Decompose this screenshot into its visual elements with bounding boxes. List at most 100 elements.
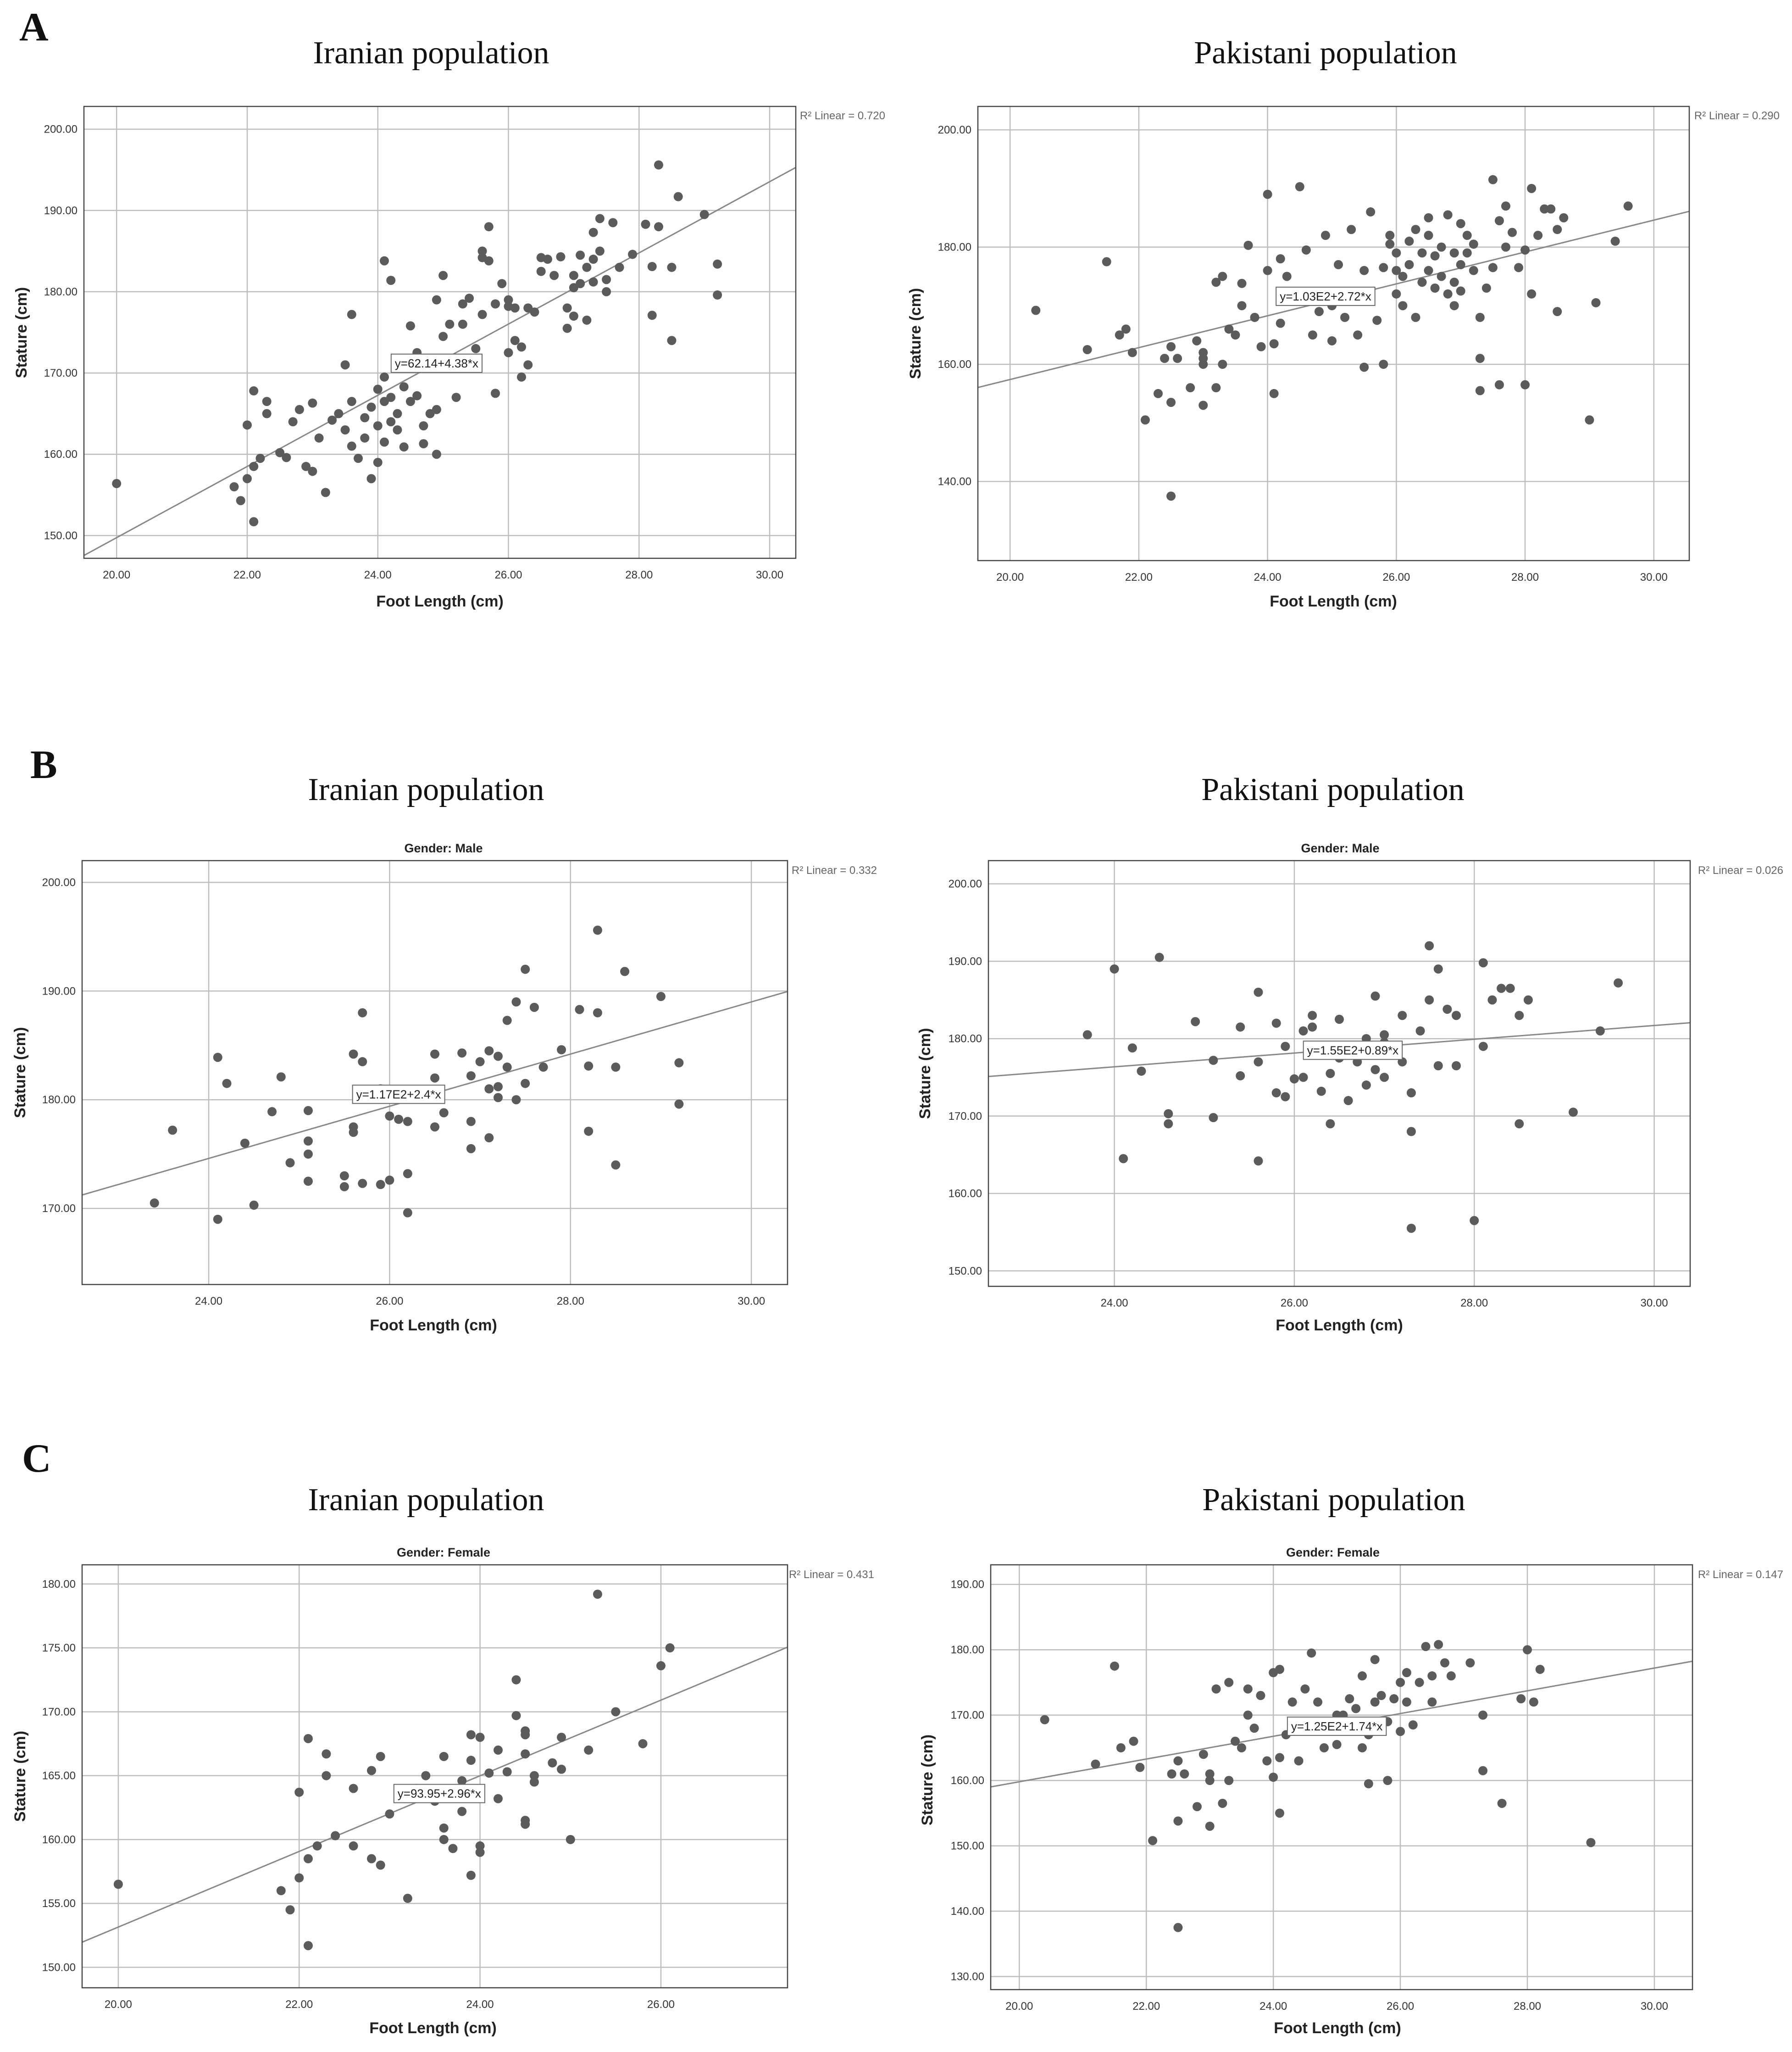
data-point	[484, 1133, 494, 1143]
data-point	[1370, 1655, 1380, 1664]
data-point	[366, 1854, 376, 1863]
data-point	[502, 1016, 512, 1025]
y-tick-label: 155.00	[42, 1897, 76, 1910]
data-point	[494, 1794, 503, 1803]
data-point	[1345, 1694, 1354, 1704]
chart-subtitle: Gender: Male	[1301, 841, 1379, 855]
data-point	[538, 1062, 548, 1072]
data-point	[1553, 225, 1562, 234]
data-point	[430, 1122, 439, 1132]
data-point	[576, 279, 585, 289]
data-point	[1406, 1223, 1416, 1233]
data-point	[1385, 239, 1395, 249]
y-tick-label: 165.00	[42, 1770, 76, 1782]
data-point	[611, 1160, 621, 1170]
data-point	[458, 319, 467, 329]
data-point	[1269, 339, 1279, 349]
plot-frame	[83, 106, 797, 559]
data-point	[511, 1711, 521, 1720]
data-point	[1456, 260, 1465, 269]
data-point	[1389, 1694, 1399, 1704]
data-point	[529, 1002, 539, 1012]
data-point	[366, 402, 376, 412]
data-point	[1243, 240, 1253, 250]
data-point	[1198, 1750, 1208, 1759]
data-point	[1271, 1088, 1281, 1098]
data-point	[354, 454, 363, 463]
data-point	[294, 405, 304, 414]
y-tick-label: 170.00	[44, 367, 78, 379]
data-point	[1427, 1697, 1437, 1707]
data-point	[1585, 415, 1594, 425]
data-point	[385, 1809, 394, 1819]
data-point	[1332, 1740, 1342, 1749]
data-point	[1040, 1715, 1049, 1724]
data-point	[113, 1880, 123, 1889]
data-point	[255, 454, 265, 463]
data-point	[1520, 380, 1530, 389]
data-point	[1127, 1043, 1137, 1053]
data-point	[240, 1139, 250, 1148]
data-point	[294, 1873, 304, 1883]
y-tick-label: 170.00	[951, 1709, 984, 1722]
data-point	[1478, 958, 1488, 968]
y-tick-label: 170.00	[42, 1202, 76, 1215]
x-tick-label: 28.00	[625, 569, 653, 581]
data-point	[1427, 1671, 1437, 1681]
data-point	[611, 1707, 621, 1717]
data-point	[1559, 213, 1569, 222]
y-tick-label: 140.00	[951, 1905, 984, 1918]
data-point	[647, 262, 657, 272]
data-point	[654, 222, 663, 232]
data-point	[521, 1079, 530, 1088]
data-point	[242, 420, 252, 430]
data-point	[236, 496, 245, 506]
data-point	[385, 1175, 394, 1185]
data-point	[1180, 1769, 1189, 1779]
data-point	[1082, 1030, 1092, 1040]
data-point	[1327, 336, 1337, 345]
data-point	[1494, 380, 1504, 389]
data-point	[1198, 348, 1208, 357]
data-point	[602, 275, 611, 284]
data-point	[439, 1752, 449, 1761]
data-point	[1398, 1011, 1407, 1020]
data-point	[1236, 1022, 1245, 1032]
data-point	[647, 311, 657, 320]
data-point	[213, 1214, 222, 1224]
y-tick-label: 190.00	[951, 1579, 984, 1591]
data-point	[1449, 301, 1459, 311]
data-point	[249, 517, 259, 527]
data-point	[1449, 248, 1459, 258]
data-point	[349, 1049, 358, 1059]
data-point	[1533, 231, 1543, 240]
data-point	[1415, 1678, 1424, 1687]
data-point	[403, 1208, 412, 1218]
data-point	[566, 1835, 575, 1844]
data-point	[569, 271, 578, 280]
data-point	[405, 397, 415, 406]
data-point	[1402, 1697, 1411, 1707]
equation-label: y=1.25E2+1.74*x	[1291, 1719, 1383, 1733]
data-point	[521, 1749, 530, 1759]
data-point	[1115, 330, 1124, 340]
data-point	[399, 442, 409, 452]
data-point	[1343, 1096, 1353, 1106]
data-point	[1205, 1821, 1215, 1831]
data-point	[1211, 278, 1221, 287]
data-point	[303, 1854, 313, 1863]
data-point	[1392, 289, 1401, 299]
x-tick-label: 26.00	[494, 569, 522, 581]
data-point	[379, 372, 389, 382]
data-point	[1298, 1073, 1308, 1082]
equation-label: y=62.14+4.38*x	[395, 356, 478, 370]
data-point	[403, 1894, 412, 1903]
panel-letter-a: A	[19, 5, 49, 50]
data-point	[511, 1675, 521, 1685]
data-point	[349, 1784, 358, 1793]
data-point	[569, 311, 578, 321]
data-point	[523, 360, 533, 370]
data-point	[494, 1051, 503, 1061]
data-point	[510, 303, 520, 313]
